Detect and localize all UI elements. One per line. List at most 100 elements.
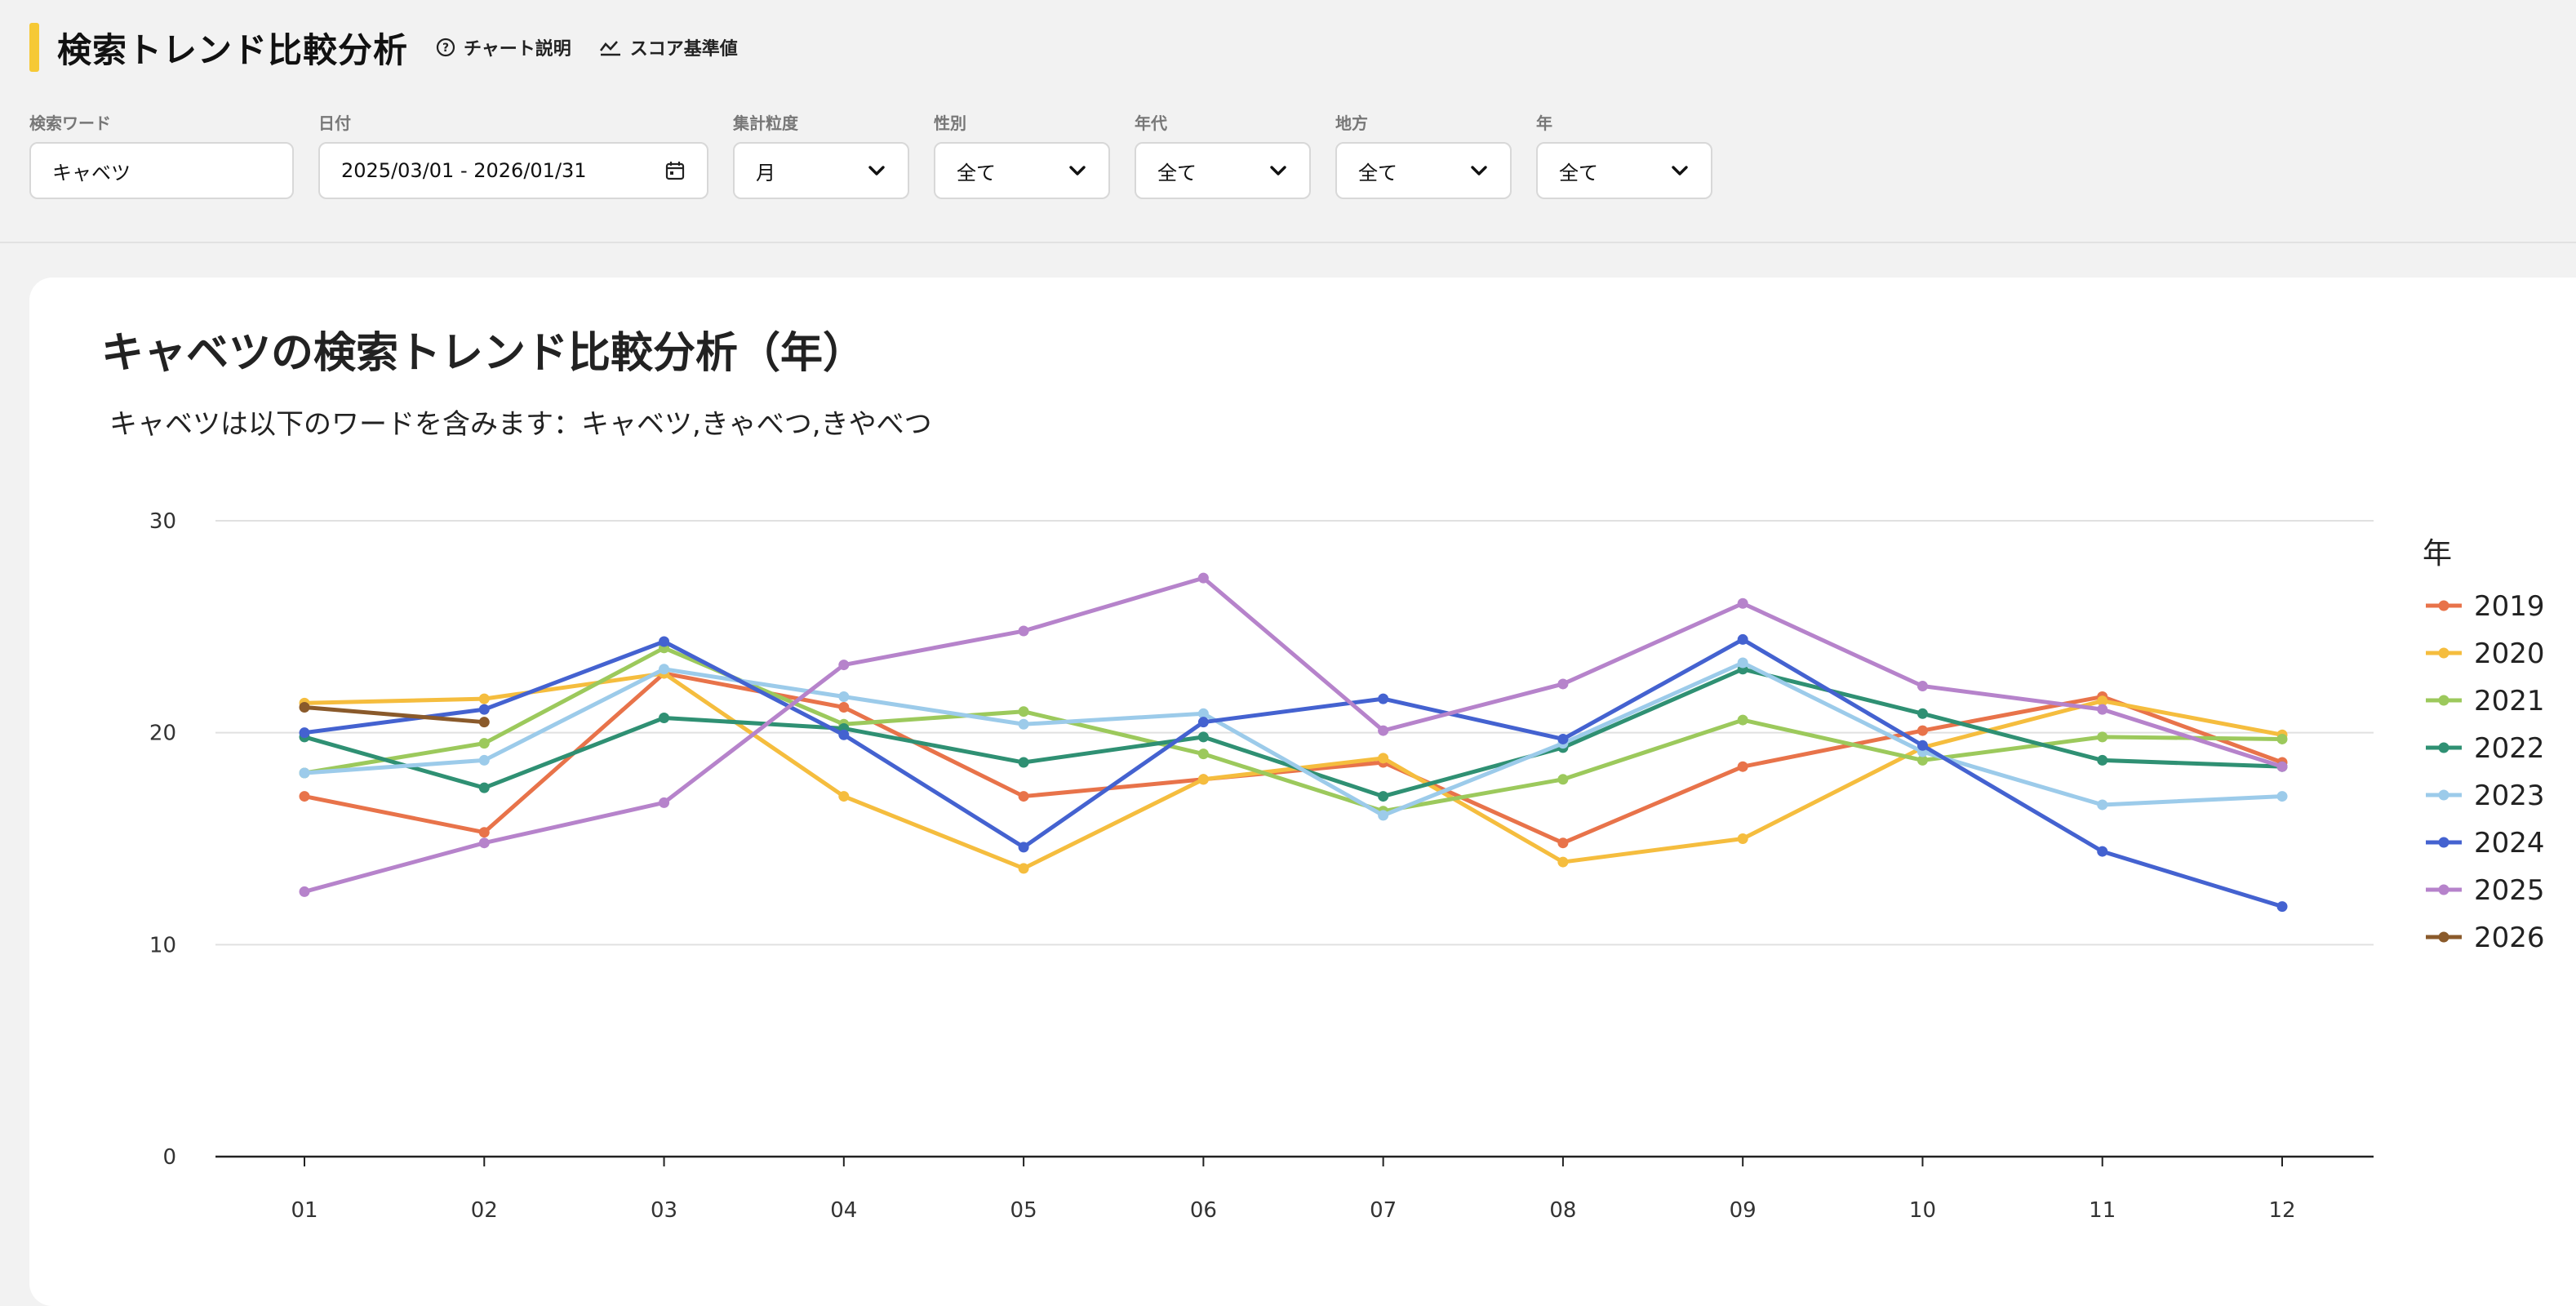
chevron-down-icon xyxy=(1471,166,1487,175)
data-point-2021 xyxy=(1018,706,1029,717)
filter-granularity: 集計粒度 月 xyxy=(733,111,909,199)
x-tick-label: 10 xyxy=(1909,1198,1936,1223)
chart-subtitle: キャベツは以下のワードを含みます：キャベツ,きゃべつ,きやべつ xyxy=(109,408,932,441)
data-point-2024 xyxy=(478,704,490,715)
legend-marker-2024 xyxy=(2438,837,2449,848)
help-circle-icon: ? xyxy=(436,38,455,57)
date-range-picker[interactable]: 2025/03/01 - 2026/01/31 xyxy=(318,142,708,199)
data-point-2026 xyxy=(478,717,490,728)
data-point-2022 xyxy=(478,782,490,793)
legend-marker-2026 xyxy=(2438,931,2449,943)
data-point-2025 xyxy=(1557,678,1569,690)
data-point-2023 xyxy=(1378,810,1389,821)
calendar-icon xyxy=(665,162,685,180)
trend-line-icon xyxy=(599,41,620,56)
legend-label-2025: 2025 xyxy=(2474,874,2545,907)
data-point-2023 xyxy=(478,754,490,766)
x-tick-label: 03 xyxy=(651,1198,677,1223)
age-value: 全て xyxy=(1157,161,1197,184)
legend-marker-2023 xyxy=(2438,789,2449,801)
data-point-2020 xyxy=(1197,774,1209,785)
data-point-2026 xyxy=(299,702,310,713)
filter-keyword: 検索ワード キャベツ xyxy=(29,111,294,199)
data-point-2019 xyxy=(1916,725,1928,736)
keyword-input[interactable]: キャベツ xyxy=(29,142,294,199)
filter-age: 年代 全て xyxy=(1135,111,1311,199)
age-select[interactable]: 全て xyxy=(1135,142,1311,199)
legend-label-2024: 2024 xyxy=(2474,827,2545,860)
region-select[interactable]: 全て xyxy=(1335,142,1512,199)
chart-explanation-link[interactable]: ? チャート説明 xyxy=(436,34,571,60)
legend-marker-2022 xyxy=(2438,742,2449,753)
data-point-2025 xyxy=(1018,625,1029,637)
data-point-2023 xyxy=(1018,718,1029,730)
data-point-2025 xyxy=(659,797,670,808)
data-point-2025 xyxy=(1378,725,1389,736)
filter-date: 日付 2025/03/01 - 2026/01/31 xyxy=(318,111,708,199)
data-point-2025 xyxy=(1197,572,1209,584)
date-label: 日付 xyxy=(318,113,351,133)
series-line-2021 xyxy=(302,646,2285,814)
y-tick-label: 0 xyxy=(162,1145,176,1170)
data-point-2025 xyxy=(2097,704,2108,715)
y-tick-label: 20 xyxy=(149,722,176,746)
series-line-2023 xyxy=(302,660,2285,818)
filter-year: 年 全て xyxy=(1536,111,1712,199)
gender-label: 性別 xyxy=(934,113,966,133)
data-point-2019 xyxy=(299,791,310,802)
data-point-2019 xyxy=(1737,761,1748,772)
x-tick-label: 01 xyxy=(291,1198,318,1223)
x-tick-label: 08 xyxy=(1549,1198,1576,1223)
data-point-2020 xyxy=(1378,753,1389,764)
data-point-2019 xyxy=(478,827,490,838)
chart-card: キャベツの検索トレンド比較分析（年） キャベツは以下のワードを含みます：キャベツ… xyxy=(29,278,2576,1306)
legend-label-2021: 2021 xyxy=(2474,685,2545,717)
data-point-2024 xyxy=(2097,846,2108,857)
keyword-value: キャベツ xyxy=(52,161,131,184)
x-tick-label: 07 xyxy=(1370,1198,1397,1223)
data-point-2025 xyxy=(478,837,490,849)
year-select[interactable]: 全て xyxy=(1536,142,1712,199)
svg-text:?: ? xyxy=(442,42,449,55)
data-point-2020 xyxy=(2097,695,2108,707)
x-tick-label: 11 xyxy=(2089,1198,2116,1223)
page-title: 検索トレンド比較分析 xyxy=(57,29,409,70)
data-point-2021 xyxy=(1197,749,1209,760)
data-point-2020 xyxy=(1018,863,1029,874)
score-baseline-link[interactable]: スコア基準値 xyxy=(599,34,738,60)
data-point-2024 xyxy=(1916,740,1928,751)
region-label: 地方 xyxy=(1335,113,1368,133)
title-row: 検索トレンド比較分析 ? チャート説明 スコア基準値 xyxy=(29,23,738,72)
data-point-2022 xyxy=(659,712,670,723)
gender-select[interactable]: 全て xyxy=(934,142,1110,199)
series-line-2025 xyxy=(302,575,2285,894)
granularity-select[interactable]: 月 xyxy=(733,142,909,199)
x-tick-label: 09 xyxy=(1730,1198,1757,1223)
data-point-2021 xyxy=(2097,731,2108,743)
year-label: 年 xyxy=(1536,113,1552,133)
data-point-2025 xyxy=(1916,681,1928,692)
keyword-label: 検索ワード xyxy=(29,113,111,133)
line-chart: 0 10 20 30 01 02 03 04 05 06 07 08 09 10 11 12 年 2019 2020… xyxy=(149,509,2545,1223)
data-point-2024 xyxy=(1018,842,1029,853)
data-point-2023 xyxy=(1197,708,1209,719)
score-baseline-label: スコア基準値 xyxy=(629,39,738,60)
filter-bar: 検索ワード キャベツ 日付 2025/03/01 - 2026/01/31 集計… xyxy=(29,111,1737,199)
data-point-2020 xyxy=(838,791,850,802)
data-point-2022 xyxy=(1378,791,1389,802)
y-tick-label: 10 xyxy=(149,933,176,957)
filter-region: 地方 全て xyxy=(1335,111,1512,199)
data-point-2021 xyxy=(1557,774,1569,785)
chart-title: キャベツの検索トレンド比較分析（年） xyxy=(101,329,866,378)
data-point-2024 xyxy=(1197,717,1209,728)
chevron-down-icon xyxy=(1069,166,1086,175)
date-value: 2025/03/01 - 2026/01/31 xyxy=(341,159,587,182)
filter-gender: 性別 全て xyxy=(934,111,1110,199)
data-point-2024 xyxy=(1737,633,1748,645)
data-point-2019 xyxy=(1557,837,1569,849)
region-value: 全て xyxy=(1358,161,1397,184)
data-point-2025 xyxy=(2276,761,2288,772)
data-point-2021 xyxy=(478,738,490,749)
legend-marker-2020 xyxy=(2438,647,2449,659)
data-point-2023 xyxy=(659,664,670,675)
